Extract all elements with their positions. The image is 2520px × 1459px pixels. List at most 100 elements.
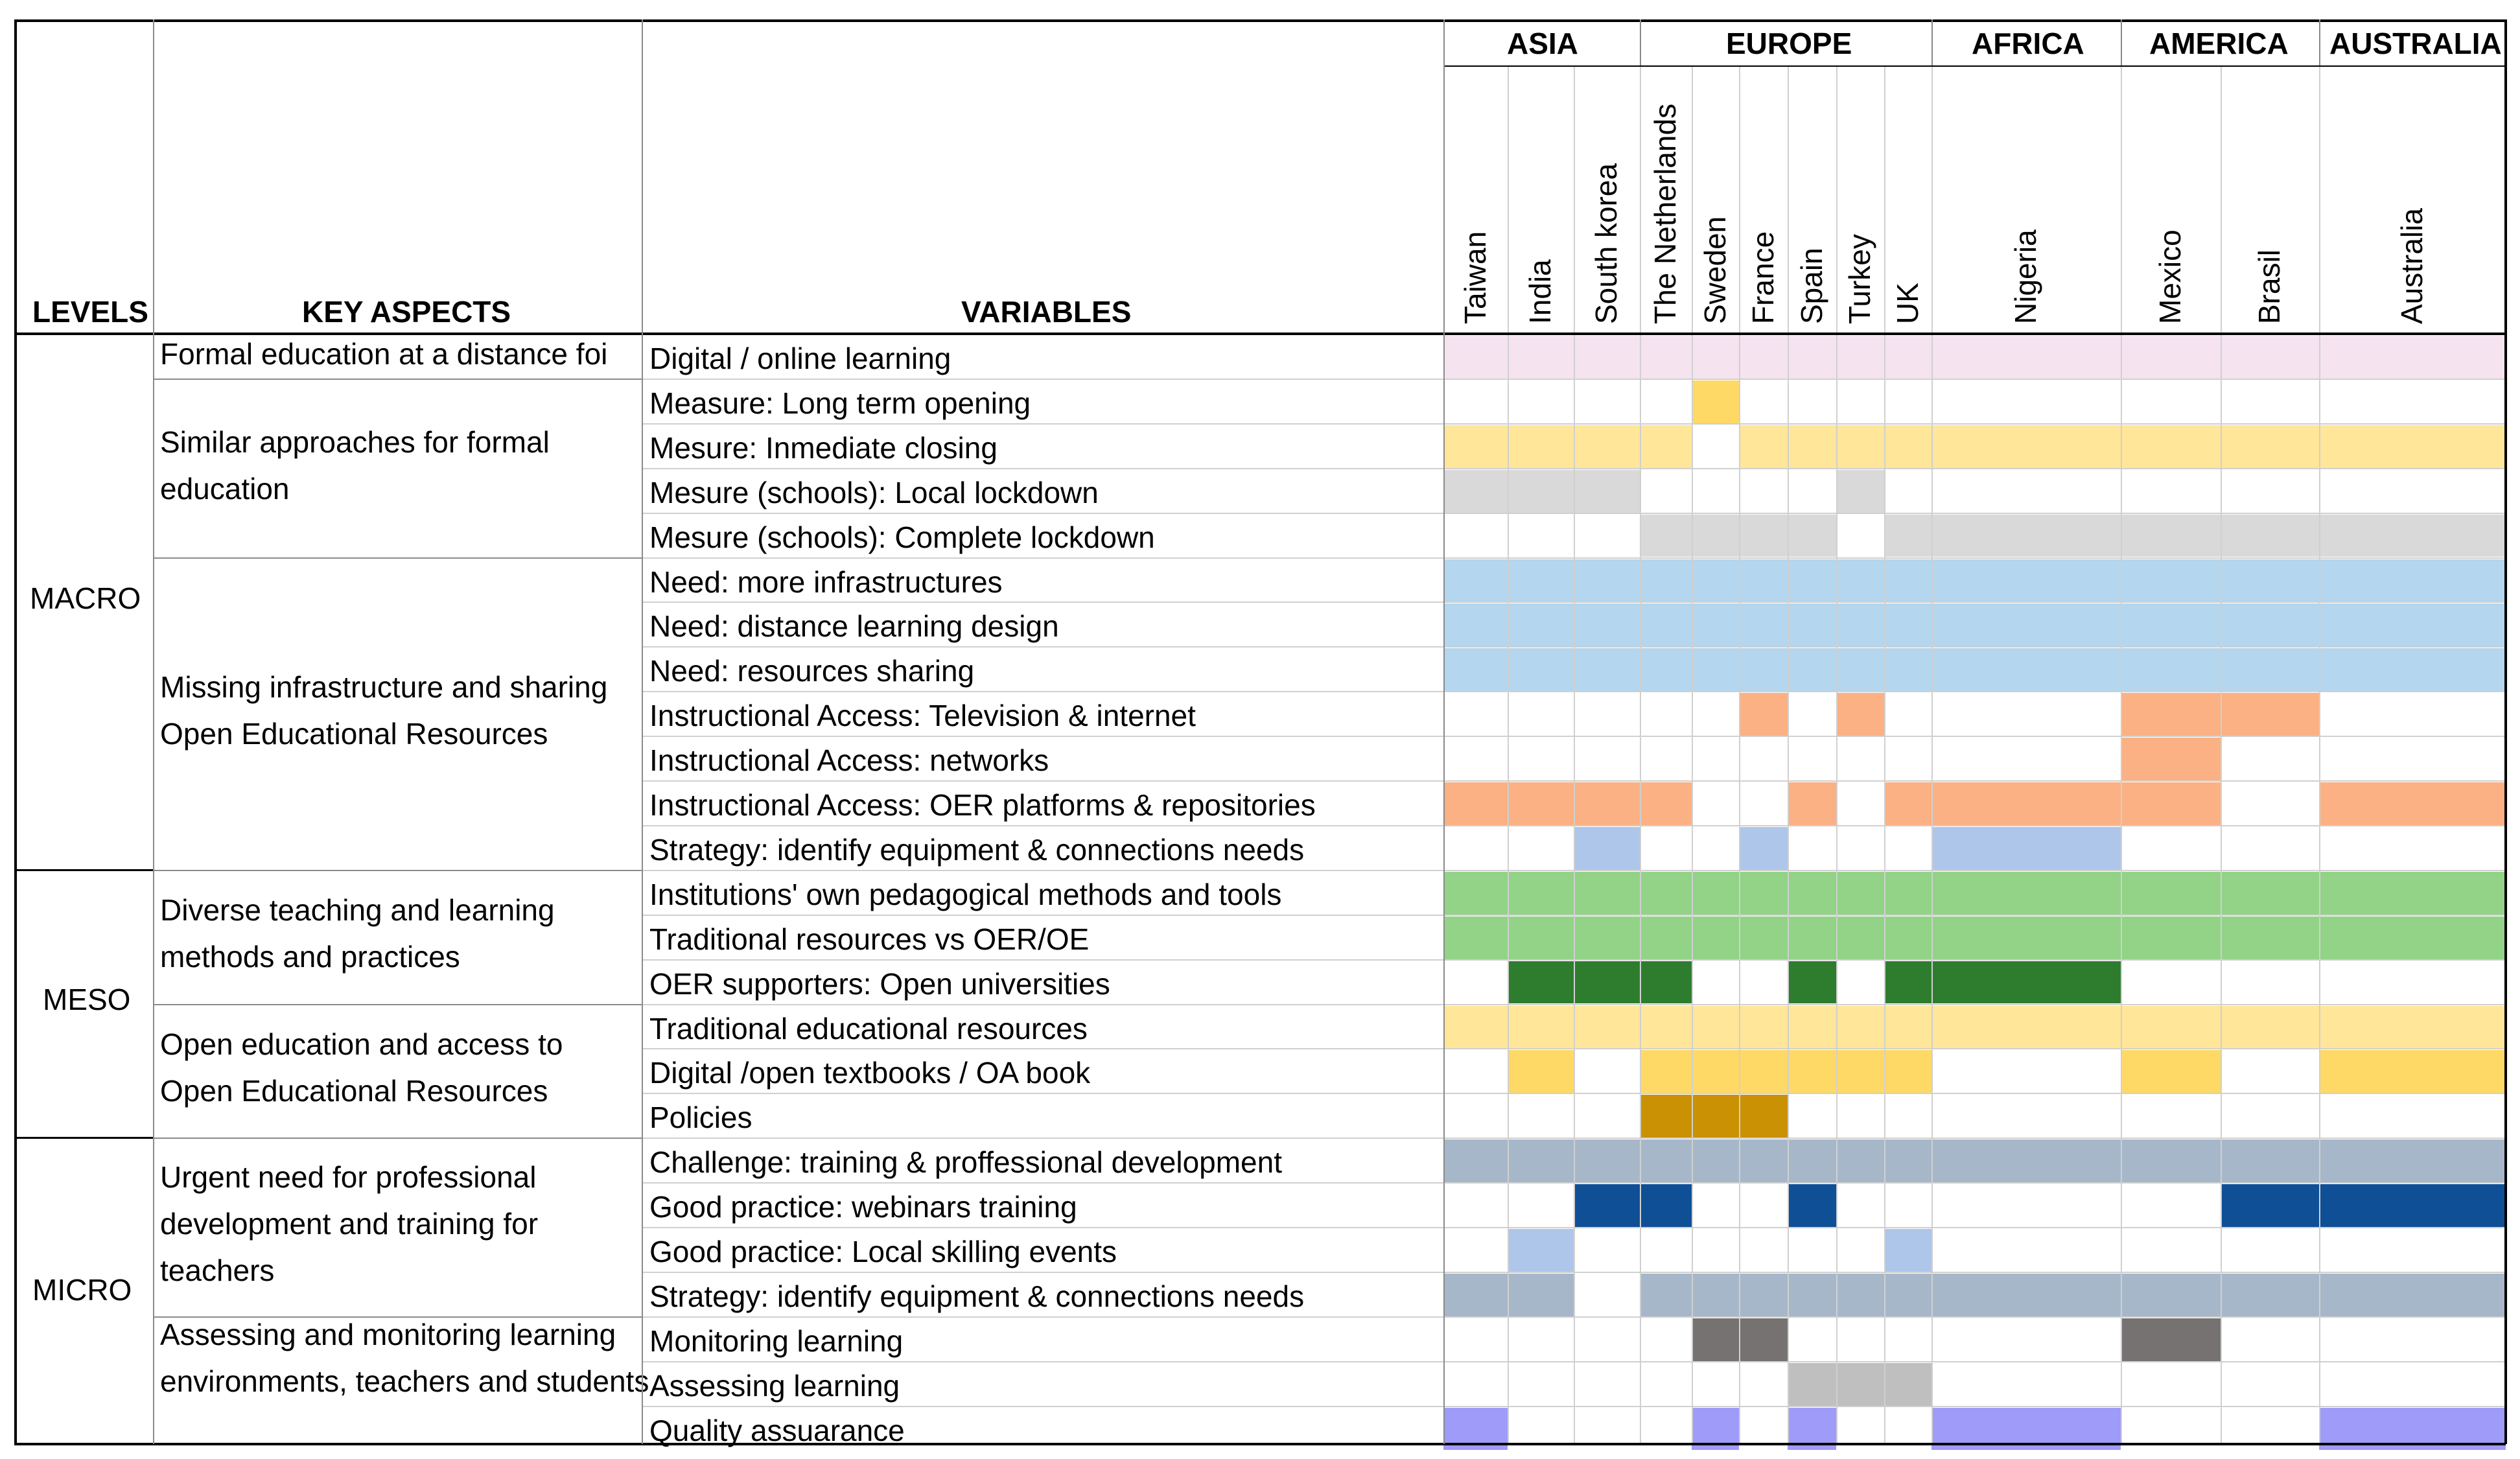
border-bottom (14, 1443, 2506, 1445)
country-header: Australia (2395, 208, 2429, 324)
col-gridline (1836, 65, 1838, 1444)
heatmap-cell (1508, 961, 1574, 1004)
heatmap-cell (1739, 559, 1788, 602)
heatmap-cell (1788, 1273, 1836, 1316)
variable-label: Need: distance learning design (649, 609, 1059, 644)
heatmap-cell (1443, 871, 1508, 915)
heatmap-cell (1884, 961, 1931, 1004)
heatmap-cell (1931, 425, 2121, 468)
heatmap-cell (1692, 1273, 1739, 1316)
heatmap-cell (1692, 1318, 1739, 1361)
heatmap-cell (2221, 559, 2319, 602)
heatmap-cell (1508, 559, 1574, 602)
country-header: India (1523, 259, 1557, 324)
heatmap-cell (1884, 1005, 1931, 1049)
heatmap-cell (1931, 559, 2121, 602)
heatmap-cell (1640, 1050, 1692, 1093)
col-gridline (1574, 65, 1575, 1444)
heatmap-cell (1884, 916, 1931, 959)
country-header: South korea (1589, 163, 1623, 324)
heatmap-cell (2221, 916, 2319, 959)
variable-label: Challenge: training & proffessional deve… (649, 1145, 1282, 1180)
heatmap-cell (1574, 469, 1640, 513)
heatmap-cell (1692, 336, 1739, 379)
col-gridline (1739, 65, 1740, 1444)
heatmap-cell (1931, 514, 2121, 557)
heatmap-cell (2221, 425, 2319, 468)
variable-label: Policies (649, 1101, 752, 1135)
border-left (14, 19, 17, 1444)
aspect-separator (153, 869, 642, 871)
heatmap-cell (2121, 559, 2221, 602)
heatmap-cell (1508, 916, 1574, 959)
heatmap-cell (1640, 603, 1692, 647)
heatmap-cell (2319, 1184, 2506, 1227)
heatmap-cell (1788, 1362, 1836, 1406)
variable-label: Mesure: Inmediate closing (649, 430, 998, 465)
heatmap-cell (1692, 916, 1739, 959)
aspect-separator (153, 1003, 642, 1005)
heatmap-cell (1692, 1139, 1739, 1183)
region-separator (1931, 19, 1933, 65)
level-separator (14, 1137, 153, 1139)
col-gridline (1692, 65, 1693, 1444)
heatmap-cell (1692, 1095, 1739, 1138)
heatmap-cell (1836, 693, 1884, 736)
heatmap-cell (1739, 425, 1788, 468)
heatmap-cell (1884, 1229, 1931, 1272)
key-aspect-open-education: Open education and access to Open Educat… (160, 1027, 563, 1108)
heatmap-cell (1508, 603, 1574, 647)
heatmap-cell (1788, 603, 1836, 647)
col-gridline (1884, 65, 1885, 1444)
variable-label: Strategy: identify equipment & connectio… (649, 832, 1305, 867)
variable-label: Measure: Long term opening (649, 386, 1031, 420)
header-bottom-border (14, 333, 2506, 335)
variable-label: OER supporters: Open universities (649, 966, 1110, 1001)
heatmap-cell (1692, 1050, 1739, 1093)
heatmap-cell (1836, 916, 1884, 959)
variable-label: Assessing learning (649, 1368, 900, 1403)
heatmap-cell (1931, 871, 2121, 915)
heatmap-cell (1574, 1005, 1640, 1049)
heatmap-cell (1640, 1095, 1692, 1138)
heatmap-cell (2319, 1273, 2506, 1316)
heatmap-cell (1443, 336, 1508, 379)
heatmap-cell (1692, 871, 1739, 915)
country-header: Sweden (1698, 216, 1732, 324)
heatmap-cell (2121, 738, 2221, 780)
country-header: UK (1890, 283, 1924, 324)
region-europe: EUROPE (1726, 27, 1852, 60)
heatmap-cell (1574, 782, 1640, 825)
heatmap-cell (2121, 336, 2221, 379)
heatmap-cell (1788, 871, 1836, 915)
heatmap-cell (2121, 1005, 2221, 1049)
heatmap-cell (1788, 1005, 1836, 1049)
variable-label: Need: more infrastructures (649, 565, 1003, 599)
heatmap-cell (1836, 425, 1884, 468)
heatmap-cell (1443, 916, 1508, 959)
heatmap-cell (1788, 1139, 1836, 1183)
heatmap-cell (1884, 871, 1931, 915)
heatmap-cell (2221, 1139, 2319, 1183)
heatmap-cell (1884, 1273, 1931, 1316)
heatmap-cell (1692, 603, 1739, 647)
heatmap-cell (1884, 603, 1931, 647)
heatmap-cell (1884, 425, 1931, 468)
heatmap-cell (1640, 425, 1692, 468)
heatmap-cell (2221, 514, 2319, 557)
heatmap-cell (1788, 514, 1836, 557)
heatmap-cell (1443, 648, 1508, 692)
heatmap-cell (2319, 1005, 2506, 1049)
heatmap-cell (1836, 469, 1884, 513)
heatmap-cell (1739, 871, 1788, 915)
heatmap-cell (2319, 1139, 2506, 1183)
heatmap-cell (1574, 826, 1640, 870)
heatmap-cell (1739, 1005, 1788, 1049)
heatmap-cell (1692, 514, 1739, 557)
heatmap-cell (1508, 782, 1574, 825)
heatmap-cell (1574, 425, 1640, 468)
key-aspect-assessing-monitoring: Assessing and monitoring learning enviro… (160, 1318, 649, 1398)
heatmap-cell (1508, 1229, 1574, 1272)
heatmap-cell (2121, 1273, 2221, 1316)
country-header: Turkey (1843, 234, 1876, 324)
